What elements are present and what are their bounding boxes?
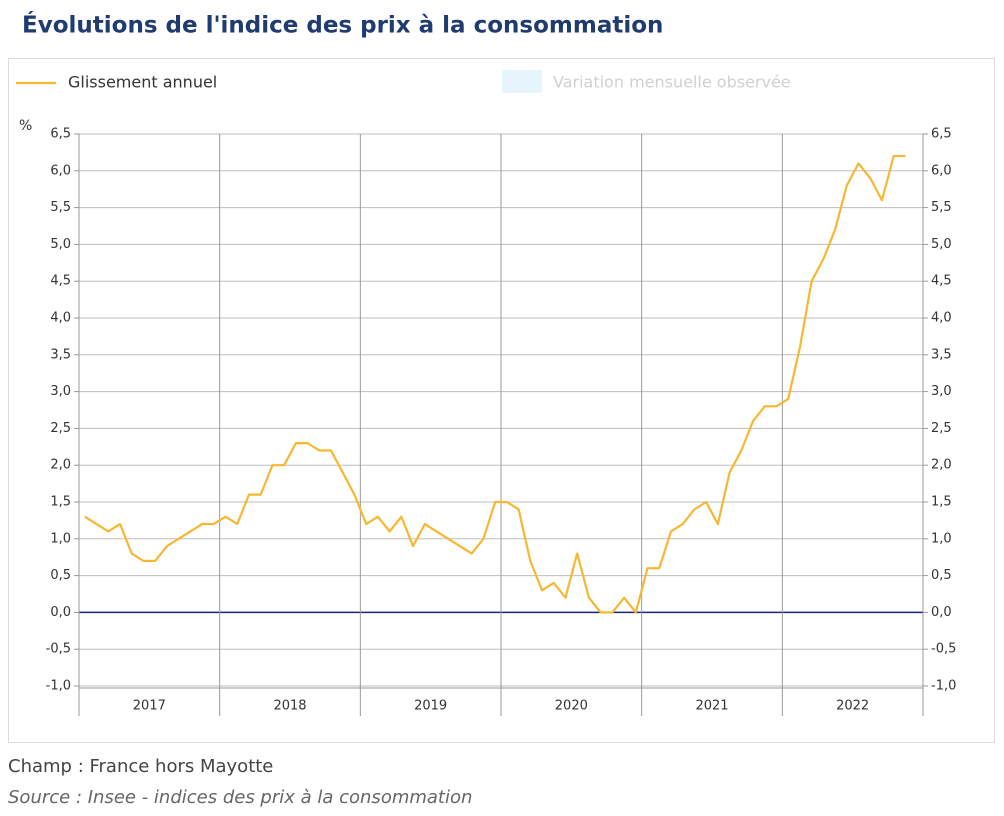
- x-tick-label: 2019: [414, 699, 447, 714]
- y2-tick-label: 6,0: [931, 163, 952, 178]
- y2-tick-label: -0,5: [931, 642, 956, 657]
- y-tick-label: 4,0: [50, 311, 71, 326]
- y-tick-label: 4,5: [50, 274, 71, 289]
- y2-tick-label: 6,5: [931, 127, 952, 142]
- x-tick-label: 2022: [836, 699, 869, 714]
- y-tick-label: 1,5: [50, 495, 71, 510]
- y-tick-label: 2,0: [50, 458, 71, 473]
- y-tick-label: -0,5: [46, 642, 71, 657]
- y-tick-label: 2,5: [50, 421, 71, 436]
- y-tick-label: 0,0: [50, 605, 71, 620]
- y2-tick-label: 5,0: [931, 237, 952, 252]
- y2-tick-label: 4,0: [931, 311, 952, 326]
- y2-tick-label: 2,0: [931, 458, 952, 473]
- x-tick-label: 2018: [273, 699, 306, 714]
- y-tick-label: 0,5: [50, 568, 71, 583]
- x-tick-label: 2020: [555, 699, 588, 714]
- y-tick-label: 3,5: [50, 347, 71, 362]
- legend-swatch: [502, 70, 542, 93]
- legend-label: Glissement annuel: [68, 73, 217, 92]
- y2-tick-label: 2,5: [931, 421, 952, 436]
- data-line: [84, 154, 906, 614]
- x-tick-label: 2021: [695, 699, 728, 714]
- y-tick-label: 5,0: [50, 237, 71, 252]
- y2-tick-label: 5,5: [931, 200, 952, 215]
- y-tick-label: 3,0: [50, 384, 71, 399]
- y2-tick-label: 3,5: [931, 347, 952, 362]
- y2-tick-label: 1,0: [931, 531, 952, 546]
- y-tick-label: 6,0: [50, 163, 71, 178]
- source: Source : Insee - indices des prix à la c…: [8, 787, 472, 808]
- y-tick-label: 1,0: [50, 531, 71, 546]
- y2-tick-label: 1,5: [931, 495, 952, 510]
- y-tick-label: 6,5: [50, 127, 71, 142]
- y2-tick-label: 0,0: [931, 605, 952, 620]
- y2-tick-label: 4,5: [931, 274, 952, 289]
- note: Champ : France hors Mayotte: [8, 756, 273, 777]
- y2-tick-label: 0,5: [931, 568, 952, 583]
- y-tick-label: 5,5: [50, 200, 71, 215]
- chart-title: Évolutions de l'indice des prix à la con…: [22, 11, 663, 39]
- y2-tick-label: -1,0: [931, 679, 956, 694]
- y-axis-label: %: [19, 118, 32, 134]
- x-tick-label: 2017: [133, 699, 166, 714]
- y2-tick-label: 3,0: [931, 384, 952, 399]
- legend-label: Variation mensuelle observée: [553, 73, 791, 92]
- y-tick-label: -1,0: [46, 679, 71, 694]
